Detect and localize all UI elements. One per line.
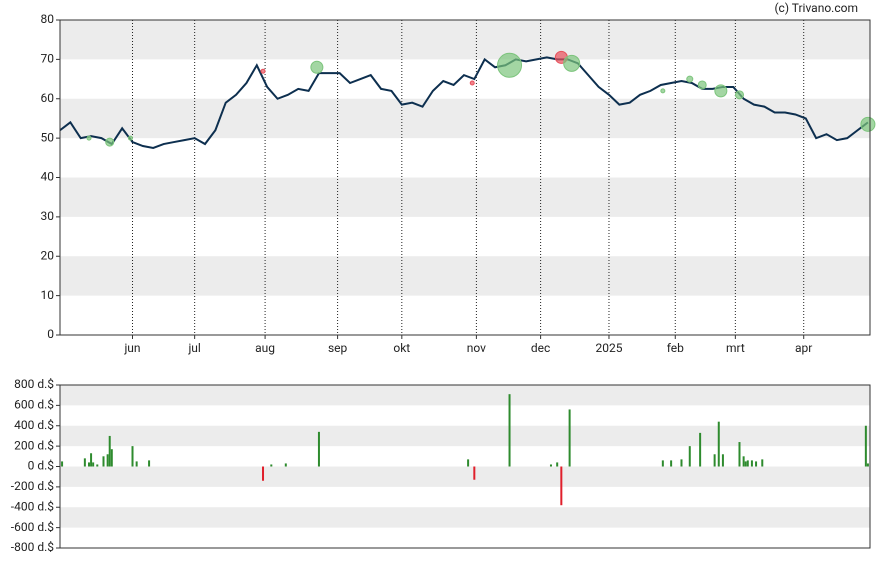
plot-frame — [59, 384, 871, 549]
trade-marker — [697, 80, 707, 90]
bar — [560, 466, 563, 506]
bar — [135, 461, 138, 467]
y-tick-label: 0 — [47, 327, 54, 341]
bar — [317, 431, 320, 467]
bar — [755, 461, 758, 467]
x-tick-label: nov — [467, 341, 486, 355]
grid-band — [60, 425, 870, 447]
bar — [148, 460, 151, 467]
bar — [761, 459, 764, 467]
y-tick-label: -600 d.$ — [11, 520, 54, 534]
bar — [713, 454, 716, 467]
bar — [83, 458, 86, 467]
y-tick-label: 400 d.$ — [14, 418, 54, 432]
bar — [680, 459, 683, 467]
bar — [721, 454, 724, 467]
credit: (c) Trivano.com — [774, 1, 858, 15]
y-tick-label: -400 d.$ — [11, 499, 54, 513]
grid-band — [60, 385, 870, 406]
bar — [270, 464, 273, 467]
x-tick-label: sep — [328, 341, 348, 355]
trade-marker — [714, 84, 728, 98]
grid-band — [60, 256, 870, 296]
y-tick-label: 10 — [41, 288, 55, 302]
x-tick-label: feb — [667, 341, 684, 355]
bar — [473, 466, 476, 480]
trade-marker — [497, 52, 523, 78]
y-tick-label: 200 d.$ — [14, 438, 54, 452]
y-tick-label: 20 — [41, 248, 55, 262]
y-tick-label: 30 — [41, 209, 55, 223]
trade-marker — [260, 68, 266, 74]
trade-marker — [105, 137, 115, 147]
bar — [866, 463, 869, 467]
bar — [284, 463, 287, 467]
grid-band — [60, 20, 870, 60]
bar — [92, 462, 95, 467]
x-tick-label: 2025 — [595, 341, 622, 355]
bar — [742, 456, 745, 467]
y-tick-label: 800 d.$ — [14, 377, 54, 391]
y-tick-label: -800 d.$ — [11, 540, 54, 554]
x-tick-label: apr — [795, 341, 812, 355]
y-tick-label: 60 — [41, 91, 55, 105]
y-tick-label: 70 — [41, 52, 55, 66]
trade-marker — [86, 135, 92, 141]
trade-marker — [127, 135, 133, 141]
y-tick-label: 40 — [41, 170, 55, 184]
grid-band — [60, 507, 870, 528]
grid-band — [60, 466, 870, 487]
x-tick-label: aug — [255, 341, 275, 355]
trade-marker — [469, 80, 475, 86]
bar — [699, 432, 702, 467]
bar — [744, 461, 747, 467]
grid-band — [60, 98, 870, 139]
bar — [717, 421, 720, 467]
trade-marker — [660, 88, 666, 94]
bar — [568, 409, 571, 467]
bar — [508, 394, 511, 467]
bar — [467, 459, 470, 467]
y-tick-label: 50 — [41, 130, 55, 144]
bar — [864, 425, 867, 467]
bar — [556, 462, 559, 467]
x-tick-label: mrt — [726, 341, 745, 355]
x-tick-label: okt — [393, 341, 410, 355]
x-tick-label: jul — [187, 341, 200, 355]
trade-marker — [860, 116, 876, 132]
bar — [108, 435, 111, 467]
y-tick-label: -200 d.$ — [11, 479, 54, 493]
bar — [90, 453, 93, 467]
bar — [750, 460, 753, 467]
price-line — [59, 56, 869, 150]
x-tick-label: jun — [123, 341, 140, 355]
bar — [106, 454, 109, 467]
plot-frame — [59, 19, 871, 336]
bar — [661, 460, 664, 467]
y-tick-label: 0 d.$ — [28, 459, 55, 473]
grid-band — [60, 177, 870, 217]
bar — [688, 446, 691, 467]
bar — [88, 462, 91, 467]
bar — [746, 460, 749, 467]
trade-marker — [310, 60, 324, 74]
bar — [670, 460, 673, 467]
bar — [131, 446, 134, 467]
bar — [110, 449, 113, 467]
bar — [61, 461, 64, 467]
bar — [738, 442, 741, 467]
bar — [96, 464, 99, 467]
trade-marker — [686, 75, 694, 83]
y-tick-label: 80 — [41, 12, 55, 26]
trade-marker — [563, 54, 581, 72]
bar — [102, 456, 105, 467]
trade-marker — [734, 90, 744, 100]
bar — [262, 466, 265, 481]
y-tick-label: 600 d.$ — [14, 398, 54, 412]
x-tick-label: dec — [531, 341, 550, 355]
bar — [549, 464, 552, 467]
